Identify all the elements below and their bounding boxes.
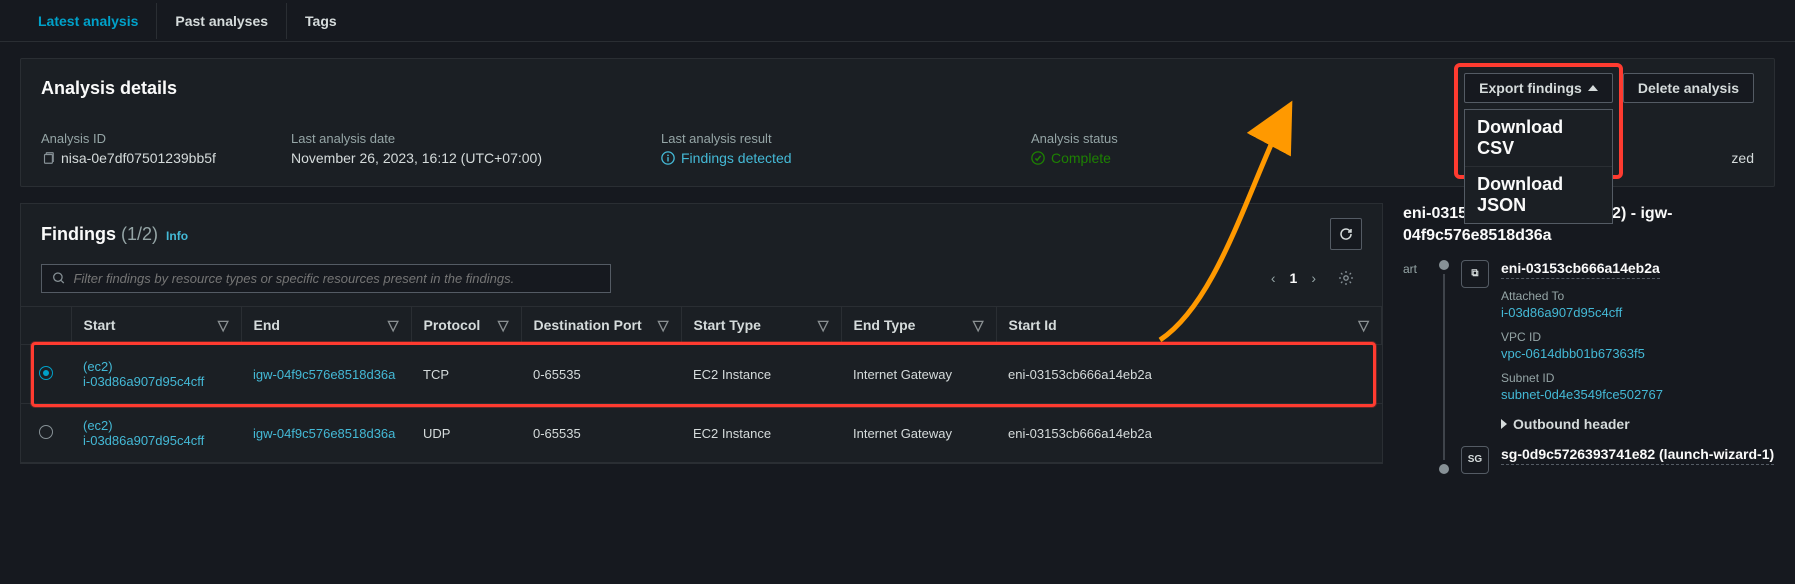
- end-type-cell: Internet Gateway: [841, 345, 996, 404]
- subnet-id-label: Subnet ID: [1501, 371, 1775, 385]
- row-radio[interactable]: [39, 366, 53, 380]
- filter-input[interactable]: [73, 271, 600, 286]
- export-findings-wrap: Export findings Download CSV Download JS…: [1464, 73, 1613, 103]
- outbound-header-toggle[interactable]: Outbound header: [1501, 416, 1775, 432]
- tab-tags[interactable]: Tags: [287, 3, 355, 39]
- start-type-cell: EC2 Instance: [681, 345, 841, 404]
- pager-next[interactable]: ›: [1311, 270, 1316, 286]
- pager: ‹ 1 ›: [1271, 262, 1362, 294]
- row-radio[interactable]: [39, 425, 53, 439]
- gear-icon: [1338, 270, 1354, 286]
- copy-icon[interactable]: [41, 151, 55, 165]
- path-next-dot: [1439, 464, 1449, 474]
- analysis-date-field: Last analysis date November 26, 2023, 16…: [291, 131, 661, 166]
- vpc-id-link[interactable]: vpc-0614dbb01b67363f5: [1501, 346, 1645, 361]
- protocol-cell: TCP: [411, 345, 521, 404]
- attached-to-label: Attached To: [1501, 289, 1775, 303]
- filter-input-wrap[interactable]: [41, 264, 611, 293]
- protocol-cell: UDP: [411, 404, 521, 463]
- end-link[interactable]: igw-04f9c576e8518d36a: [253, 367, 395, 382]
- col-end[interactable]: End▽: [241, 307, 411, 345]
- download-csv-item[interactable]: Download CSV: [1465, 110, 1612, 167]
- caret-up-icon: [1588, 85, 1598, 91]
- trailing-fragment: zed: [1731, 150, 1754, 166]
- port-cell: 0-65535: [521, 404, 681, 463]
- findings-table: Start▽ End▽ Protocol▽ Destination Port▽ …: [21, 306, 1382, 463]
- node-eni-title[interactable]: eni-03153cb666a14eb2a: [1501, 260, 1660, 279]
- analysis-details-panel: Analysis details Export findings Downloa…: [20, 58, 1775, 187]
- findings-panel: Findings (1/2) Info ‹ 1 ›: [20, 203, 1383, 464]
- col-protocol[interactable]: Protocol▽: [411, 307, 521, 345]
- end-type-cell: Internet Gateway: [841, 404, 996, 463]
- analysis-status-field: Analysis status Complete: [1031, 131, 1381, 166]
- col-end-type[interactable]: End Type▽: [841, 307, 996, 345]
- refresh-icon: [1338, 226, 1354, 242]
- path-side-panel: eni-03153cb666a14eb2a (ec2) - igw-04f9c5…: [1403, 203, 1775, 474]
- analysis-result-field: Last analysis result Findings detected: [661, 131, 1031, 166]
- start-id-cell: eni-03153cb666a14eb2a: [996, 404, 1382, 463]
- tab-past-analyses[interactable]: Past analyses: [157, 3, 287, 39]
- analysis-id-value: nisa-0e7df07501239bb5f: [61, 150, 216, 166]
- pager-prev[interactable]: ‹: [1271, 270, 1276, 286]
- caret-right-icon: [1501, 419, 1507, 429]
- table-row[interactable]: (ec2)i-03d86a907d95c4cff igw-04f9c576e851…: [21, 404, 1382, 463]
- col-start[interactable]: Start▽: [71, 307, 241, 345]
- analysis-id-field: Analysis ID nisa-0e7df07501239bb5f: [41, 131, 291, 166]
- start-type-cell: EC2 Instance: [681, 404, 841, 463]
- findings-count: (1/2): [121, 224, 158, 244]
- refresh-button[interactable]: [1330, 218, 1362, 250]
- export-findings-label: Export findings: [1479, 80, 1582, 96]
- check-circle-icon: [1031, 151, 1045, 165]
- tab-bar: Latest analysis Past analyses Tags: [0, 0, 1795, 42]
- col-dest-port[interactable]: Destination Port▽: [521, 307, 681, 345]
- search-icon: [52, 271, 65, 285]
- settings-button[interactable]: [1330, 262, 1362, 294]
- eni-icon: ⧉: [1461, 260, 1489, 288]
- pager-page: 1: [1290, 270, 1298, 286]
- sg-icon: SG: [1461, 446, 1489, 474]
- findings-info-link[interactable]: Info: [166, 229, 188, 243]
- analysis-details-title: Analysis details: [41, 78, 177, 99]
- delete-analysis-button[interactable]: Delete analysis: [1623, 73, 1754, 103]
- export-findings-button[interactable]: Export findings: [1464, 73, 1613, 103]
- info-icon: [661, 151, 675, 165]
- analysis-result-value[interactable]: Findings detected: [681, 150, 792, 166]
- col-start-id[interactable]: Start Id▽: [996, 307, 1382, 345]
- table-row[interactable]: (ec2)i-03d86a907d95c4cff igw-04f9c576e851…: [21, 345, 1382, 404]
- analysis-status-label: Analysis status: [1031, 131, 1381, 146]
- start-id-cell: eni-03153cb666a14eb2a: [996, 345, 1382, 404]
- outbound-header-label: Outbound header: [1513, 416, 1630, 432]
- subnet-id-link[interactable]: subnet-0d4e3549fce502767: [1501, 387, 1663, 402]
- analysis-result-label: Last analysis result: [661, 131, 1031, 146]
- attached-to-link[interactable]: i-03d86a907d95c4cff: [1501, 305, 1622, 320]
- start-link[interactable]: (ec2)i-03d86a907d95c4cff: [83, 359, 204, 389]
- port-cell: 0-65535: [521, 345, 681, 404]
- export-dropdown: Download CSV Download JSON: [1464, 109, 1613, 224]
- col-start-type[interactable]: Start Type▽: [681, 307, 841, 345]
- analysis-id-label: Analysis ID: [41, 131, 291, 146]
- start-link[interactable]: (ec2)i-03d86a907d95c4cff: [83, 418, 204, 448]
- download-json-item[interactable]: Download JSON: [1465, 167, 1612, 223]
- path-start-dot: [1439, 260, 1449, 270]
- analysis-date-value: November 26, 2023, 16:12 (UTC+07:00): [291, 150, 661, 166]
- node-sg-title[interactable]: sg-0d9c5726393741e82 (launch-wizard-1): [1501, 446, 1774, 465]
- tab-latest-analysis[interactable]: Latest analysis: [20, 3, 157, 39]
- vpc-id-label: VPC ID: [1501, 330, 1775, 344]
- analysis-status-value: Complete: [1051, 150, 1111, 166]
- end-link[interactable]: igw-04f9c576e8518d36a: [253, 426, 395, 441]
- findings-title: Findings (1/2): [41, 224, 158, 245]
- analysis-date-label: Last analysis date: [291, 131, 661, 146]
- start-marker-label: art: [1403, 260, 1427, 474]
